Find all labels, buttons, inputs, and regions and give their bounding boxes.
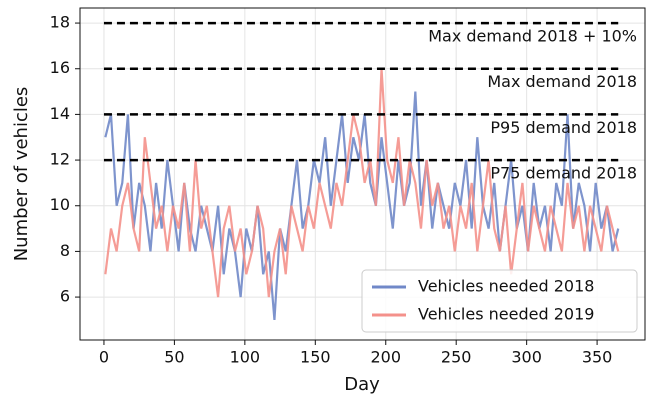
x-tick-label: 200 — [370, 348, 401, 367]
reference-label: P75 demand 2018 — [490, 164, 637, 183]
x-axis-label: Day — [344, 374, 380, 395]
y-axis-label: Number of vehicles — [11, 87, 32, 262]
y-tick-label: 18 — [50, 13, 70, 32]
y-tick-label: 6 — [60, 287, 70, 306]
reference-label: Max demand 2018 + 10% — [428, 27, 637, 46]
legend-label: Vehicles needed 2019 — [418, 305, 594, 324]
y-tick-label: 8 — [60, 241, 70, 260]
legend-label: Vehicles needed 2018 — [418, 277, 594, 296]
y-tick-label: 14 — [50, 104, 70, 123]
y-tick-label: 10 — [50, 195, 70, 214]
reference-label: Max demand 2018 — [487, 72, 637, 91]
x-tick-label: 350 — [582, 348, 613, 367]
x-tick-label: 150 — [300, 348, 331, 367]
x-tick-label: 100 — [230, 348, 261, 367]
x-tick-label: 0 — [99, 348, 109, 367]
series-line — [104, 68, 620, 298]
legend-box — [361, 269, 638, 333]
reference-label: P95 demand 2018 — [490, 118, 637, 137]
y-tick-label: 12 — [50, 150, 70, 169]
x-tick-label: 250 — [441, 348, 472, 367]
y-tick-label: 16 — [50, 58, 70, 77]
x-tick-label: 50 — [164, 348, 184, 367]
plot-frame — [79, 7, 646, 341]
x-tick-label: 300 — [511, 348, 542, 367]
